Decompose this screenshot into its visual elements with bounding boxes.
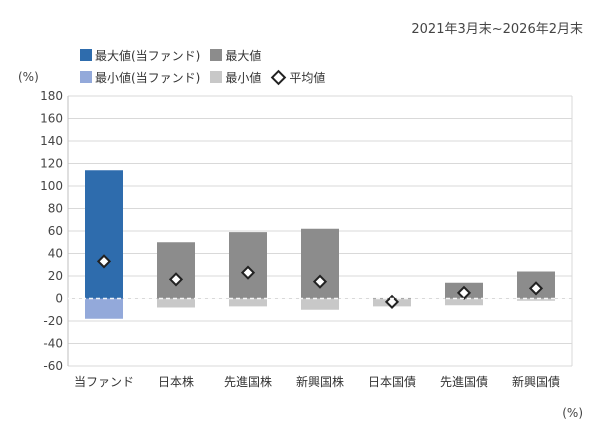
y-tick-label: 140 (40, 134, 63, 148)
legend-swatch-min (210, 71, 223, 83)
y-tick-label: 60 (48, 224, 63, 238)
y-tick-label: 0 (55, 292, 63, 306)
min-bar (157, 298, 195, 308)
legend-item-average: 平均値 (271, 69, 325, 86)
y-tick-label: 180 (40, 89, 63, 103)
x-category-label: 当ファンド (74, 375, 134, 389)
min-bar (85, 298, 123, 319)
bottom-unit-note: (%) (562, 406, 583, 420)
chart-legend: 最大値(当ファンド) 最大値 最小値(当ファンド) 最小値 平均値 (80, 44, 335, 88)
y-tick-label: 160 (40, 112, 63, 126)
average-marker (168, 272, 184, 287)
min-bar (445, 298, 483, 306)
min-bar (301, 298, 339, 310)
legend-item-fund-max: 最大値(当ファンド) (80, 47, 200, 64)
min-bar (229, 298, 267, 307)
legend-swatch-max (210, 49, 223, 61)
legend-item-max: 最大値 (210, 47, 261, 64)
average-marker (528, 281, 544, 296)
legend-swatch-fund-max (80, 49, 92, 61)
y-axis-unit: (%) (18, 70, 39, 84)
min-bar (517, 298, 555, 301)
x-category-label: 日本国債 (368, 374, 416, 389)
legend-label-average: 平均値 (289, 70, 326, 85)
max-bar (157, 242, 195, 299)
average-marker (96, 254, 112, 269)
max-bar (85, 170, 123, 299)
average-marker (240, 265, 256, 280)
legend-label-fund-min: 最小値(当ファンド) (95, 70, 201, 85)
y-tick-label: 120 (40, 157, 63, 171)
max-bar (229, 232, 267, 299)
y-tick-label: 100 (40, 179, 63, 193)
y-tick-label: -60 (43, 359, 63, 373)
x-category-label: 新興国債 (512, 374, 560, 389)
x-category-label: 日本株 (158, 374, 194, 389)
average-marker (384, 294, 400, 309)
y-tick-label: -40 (43, 337, 63, 351)
y-tick-label: 40 (48, 247, 63, 261)
x-category-label: 先進国株 (224, 374, 272, 389)
x-category-label: 新興国株 (296, 374, 344, 389)
average-marker (312, 274, 328, 289)
average-marker (456, 285, 472, 300)
x-category-label: 先進国債 (440, 374, 488, 389)
legend-label-fund-max: 最大値(当ファンド) (95, 48, 201, 63)
legend-label-max: 最大値 (225, 48, 262, 63)
legend-swatch-fund-min (80, 71, 92, 83)
y-tick-label: 20 (48, 269, 63, 283)
period-label: 2021年3月末~2026年2月末 (411, 22, 583, 37)
y-tick-label: -20 (43, 314, 63, 328)
legend-label-min: 最小値 (225, 70, 262, 85)
legend-item-fund-min: 最小値(当ファンド) (80, 69, 200, 86)
y-tick-label: 80 (48, 202, 63, 216)
legend-item-min: 最小値 (210, 69, 261, 86)
